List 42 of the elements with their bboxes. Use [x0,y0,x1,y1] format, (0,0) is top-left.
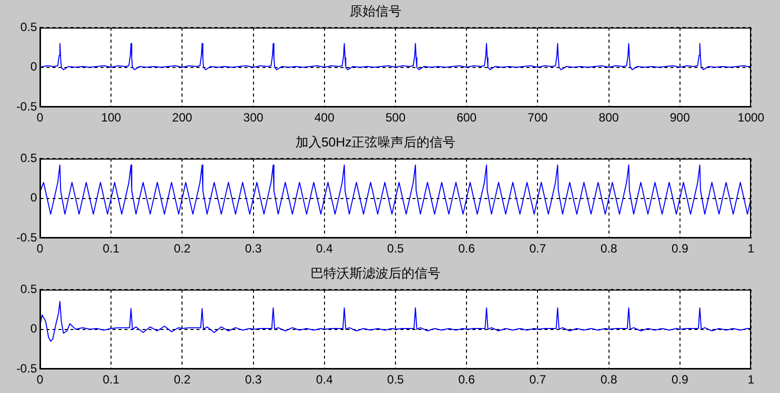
y-tick-label: 0 [30,322,38,336]
x-tick-label: 400 [314,110,335,125]
x-tick-label: 0.4 [316,242,334,256]
x-tick-label: 200 [172,110,193,125]
x-tick-label: 500 [385,110,406,125]
chart-title: 巴特沃斯滤波后的信号 [310,265,440,280]
chart-title: 原始信号 [350,3,402,18]
y-tick-label: -0.5 [16,361,38,376]
x-tick-label: 1 [748,372,755,387]
x-tick-label: 700 [528,110,548,125]
x-tick-label: 0.1 [102,242,120,256]
x-tick-label: 0.7 [529,242,546,256]
x-tick-label: 1 [748,242,755,256]
y-tick-label: 0.5 [20,20,38,34]
x-tick-label: 0.3 [244,242,262,256]
x-tick-label: 0.8 [600,372,618,387]
x-tick-label: 900 [670,110,690,125]
x-tick-label: 0.4 [316,372,334,387]
x-tick-label: 0.2 [174,242,191,256]
x-tick-label: 0.9 [672,372,689,387]
x-tick-label: 800 [598,110,620,125]
x-tick-label: 0.8 [600,242,618,256]
x-tick-label: 0.3 [244,372,262,387]
y-tick-label: -0.5 [16,230,38,244]
x-tick-label: 100 [101,110,122,125]
x-tick-label: 0.1 [102,372,120,387]
y-tick-label: 0 [30,190,38,205]
y-tick-label: 0.5 [20,150,38,165]
x-tick-label: 0.5 [387,242,404,256]
x-tick-label: 0.6 [458,372,476,387]
y-tick-label: -0.5 [16,99,38,114]
x-tick-label: 0.5 [387,372,404,387]
chart-title: 加入50Hz正弦噪声后的信号 [295,134,456,150]
x-tick-label: 0.2 [174,372,191,387]
x-tick-label: 1000 [738,110,765,125]
x-tick-label: 300 [243,110,264,125]
y-tick-label: 0.5 [20,282,38,296]
x-tick-label: 0.7 [529,372,546,387]
x-tick-label: 0.9 [672,242,689,256]
y-tick-label: 0 [30,60,38,74]
x-tick-label: 0.6 [458,242,476,256]
x-tick-label: 600 [456,110,477,125]
